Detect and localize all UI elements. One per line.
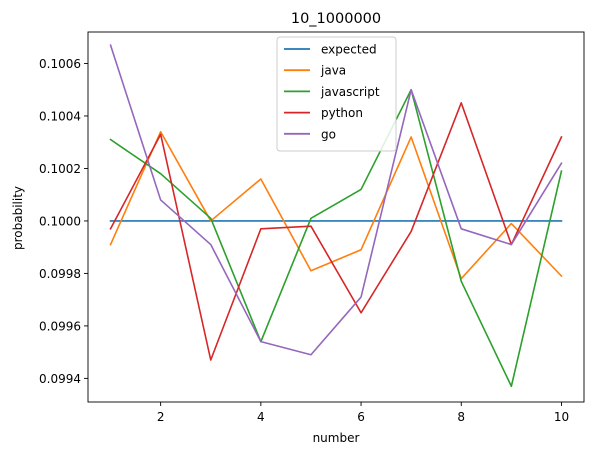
legend-label-python: python — [321, 106, 363, 120]
plot-area: 2 4 6 8 10 0.0994 0.0996 0.0998 0.1000 0.1002 0.10… — [39, 31, 585, 424]
chart-title: 10_1000000 — [291, 11, 381, 27]
legend-box — [276, 36, 397, 152]
legend: expected java javascript python go — [276, 36, 397, 152]
x-tick-label: 10 — [554, 410, 569, 424]
y-axis-label: probability — [11, 186, 25, 250]
legend-label-expected: expected — [321, 43, 377, 57]
y-tick-label: 0.0994 — [39, 372, 81, 386]
plot-frame — [87, 31, 585, 403]
x-axis-label: number — [313, 431, 360, 445]
series-line-python — [109, 102, 563, 361]
x-tick-label: 4 — [257, 410, 265, 424]
legend-label-go: go — [321, 127, 336, 141]
y-tick-label: 0.0996 — [39, 319, 81, 333]
series-line-java — [109, 130, 563, 280]
y-tick-label: 0.0998 — [39, 267, 81, 281]
x-tick-label: 6 — [357, 410, 365, 424]
x-tick-label: 8 — [457, 410, 465, 424]
y-tick-label: 0.1002 — [39, 162, 81, 176]
y-tick-label: 0.1006 — [39, 57, 81, 71]
legend-label-javascript: javascript — [320, 85, 380, 99]
series-line-javascript — [109, 88, 563, 388]
x-tick-label: 2 — [157, 410, 165, 424]
series-line-go — [109, 44, 563, 356]
legend-label-java: java — [320, 64, 346, 78]
y-tick-label: 0.1000 — [39, 214, 81, 228]
y-tick-label: 0.1004 — [39, 109, 81, 123]
